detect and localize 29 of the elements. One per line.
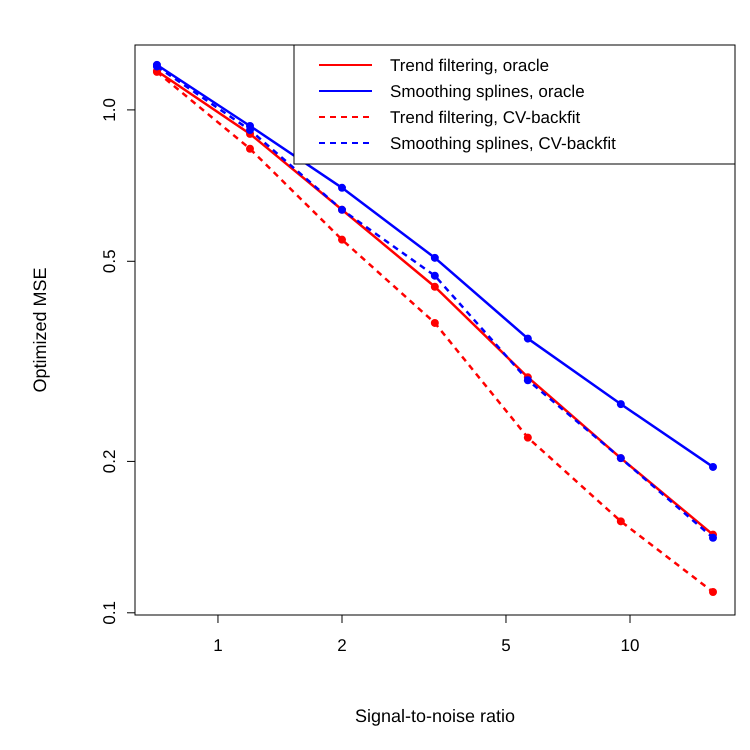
point <box>338 236 346 244</box>
point <box>524 434 532 442</box>
y-tick-label: 0.5 <box>100 249 119 274</box>
y-tick-label: 1.0 <box>100 98 119 122</box>
legend-label: Trend filtering, oracle <box>390 56 550 75</box>
point <box>430 272 439 280</box>
point <box>709 534 717 542</box>
point <box>616 517 625 526</box>
point <box>338 184 346 192</box>
x-tick-label: 5 <box>501 636 511 655</box>
legend-label: Trend filtering, CV-backfit <box>390 108 580 127</box>
point <box>524 334 532 343</box>
point <box>430 318 439 327</box>
point <box>616 400 625 408</box>
point <box>524 376 532 384</box>
x-axis-title: Signal-to-noise ratio <box>354 706 516 726</box>
x-tick-label: 2 <box>337 636 347 655</box>
point <box>246 144 254 153</box>
y-axis-title: Optimized MSE <box>30 267 50 393</box>
x-tick-label: 1 <box>213 636 223 655</box>
point <box>709 588 717 596</box>
point <box>709 462 717 471</box>
legend-label: Smoothing splines, oracle <box>390 82 585 101</box>
y-tick-label: 0.2 <box>100 450 119 474</box>
x-tick-label: 10 <box>620 636 640 655</box>
y-tick-label: 0.1 <box>100 600 119 625</box>
point <box>430 254 439 262</box>
point <box>430 282 439 291</box>
legend-label: Smoothing splines, CV-backfit <box>390 134 616 153</box>
